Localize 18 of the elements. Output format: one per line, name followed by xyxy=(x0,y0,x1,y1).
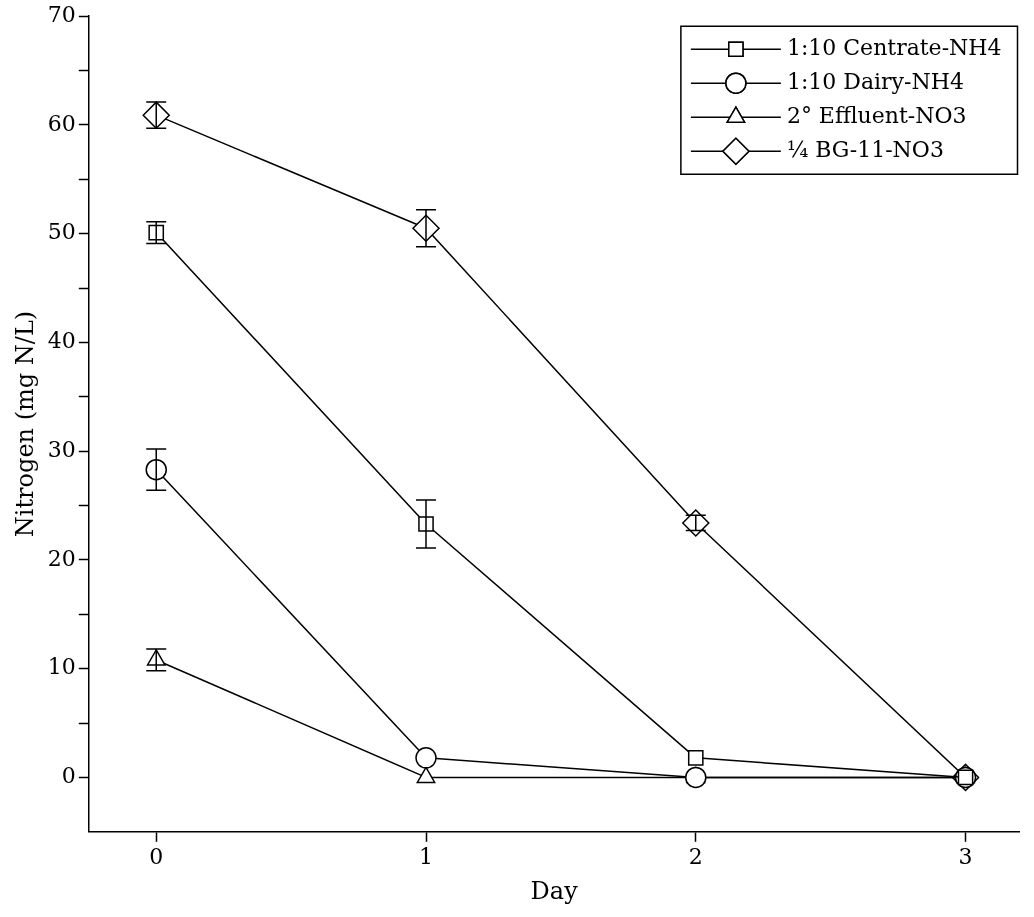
y-tick-label: 30 xyxy=(47,436,76,462)
x-tick-label: 0 xyxy=(149,843,164,869)
y-tick-label: 0 xyxy=(61,763,76,789)
legend-label: 2° Effluent-NO3 xyxy=(786,102,967,128)
y-axis-title: Nitrogen (mg N/L) xyxy=(10,310,39,538)
x-tick-label: 2 xyxy=(688,843,703,869)
x-axis-title: Day xyxy=(530,876,579,905)
legend-label: 1:10 Centrate-NH4 xyxy=(786,34,1002,60)
legend-label: ¼ BG-11-NO3 xyxy=(786,136,944,162)
y-tick-label: 60 xyxy=(47,110,76,136)
legend-label: 1:10 Dairy-NH4 xyxy=(786,68,964,94)
y-tick-label: 20 xyxy=(47,545,76,571)
y-tick-label: 40 xyxy=(47,328,76,354)
y-tick-label: 50 xyxy=(47,219,76,245)
y-tick-label: 10 xyxy=(47,654,76,680)
x-tick-label: 1 xyxy=(419,843,434,869)
x-tick-label: 3 xyxy=(958,843,973,869)
y-tick-label: 70 xyxy=(47,1,76,27)
